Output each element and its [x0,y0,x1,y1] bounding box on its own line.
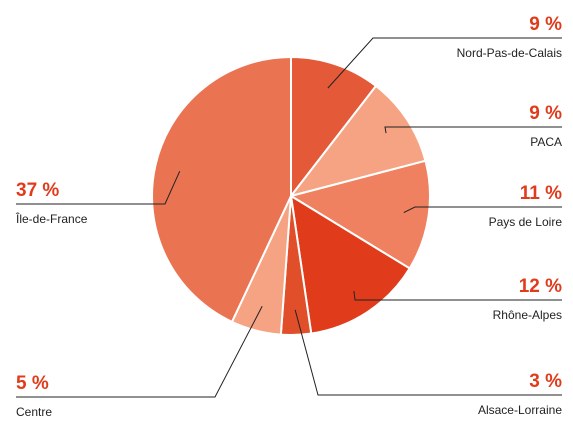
category-label: Alsace-Lorraine [478,403,562,417]
value-label: 11 % [520,183,562,204]
leader-line [384,126,562,134]
category-label: PACA [530,135,562,149]
leader-line [16,171,181,205]
value-label: 37 % [16,180,59,201]
value-label: 12 % [519,276,562,297]
category-label: Nord-Pas-de-Calais [457,46,562,60]
category-label: Pays de Loire [489,215,563,229]
pie-slice [288,159,431,270]
value-label: 3 % [529,371,562,392]
category-label: Centre [16,405,52,419]
leader-line [327,37,562,89]
value-label: 9 % [529,103,562,124]
pie-slice [151,55,292,324]
leader-line [403,206,562,214]
leader-line [353,290,562,301]
category-label: Rhône-Alpes [493,308,562,322]
pie-slice [288,84,427,198]
value-label: 9 % [529,14,562,35]
leader-line [294,309,562,396]
pie-slice [290,55,378,199]
value-label: 5 % [16,373,49,394]
category-label: Île-de-France [15,211,88,226]
leader-line [16,306,263,398]
pie-slice [289,194,412,335]
